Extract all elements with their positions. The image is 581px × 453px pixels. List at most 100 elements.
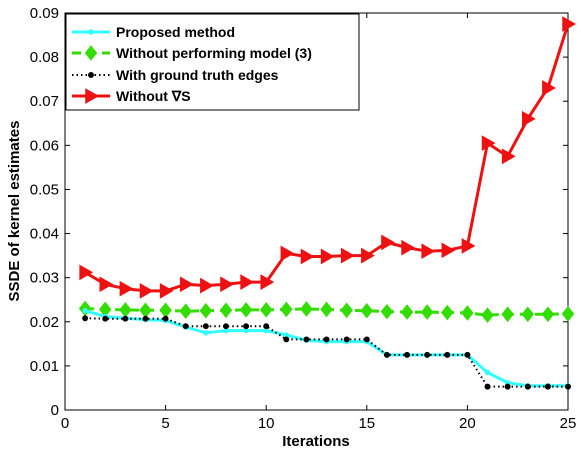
data-point — [102, 315, 109, 322]
y-tick-label: 0.01 — [30, 358, 59, 375]
x-tick-label: 25 — [560, 415, 577, 432]
x-tick-label: 0 — [61, 415, 69, 432]
data-point-triangle — [481, 135, 496, 151]
data-point-diamond — [360, 302, 374, 319]
data-point-triangle — [522, 111, 536, 127]
legend-box — [65, 13, 360, 111]
data-point-diamond — [461, 305, 474, 321]
data-point — [122, 315, 129, 322]
data-point-diamond — [179, 303, 192, 319]
legend-label-3: Without ∇S — [116, 88, 191, 104]
data-point-triangle — [320, 248, 335, 265]
data-point — [464, 351, 471, 358]
data-point — [82, 315, 89, 322]
data-point-triangle — [240, 274, 255, 290]
data-point-triangle — [340, 247, 355, 264]
data-point-triangle — [280, 245, 295, 262]
data-point-triangle — [159, 283, 174, 299]
data-point-triangle — [139, 283, 154, 299]
legend-label-2: With ground truth edges — [116, 67, 279, 83]
data-point-diamond — [501, 306, 514, 323]
data-point-triangle — [381, 234, 395, 251]
data-point — [524, 383, 531, 390]
data-point-diamond — [300, 301, 313, 317]
series-3 — [79, 16, 577, 299]
data-point-triangle — [119, 280, 134, 297]
legend-label-1: Without performing model (3) — [116, 45, 312, 61]
data-point — [202, 323, 209, 330]
data-point — [162, 315, 169, 322]
data-point-diamond — [400, 304, 414, 320]
data-point-triangle — [421, 243, 436, 260]
data-point — [263, 323, 270, 330]
data-point-triangle — [260, 274, 275, 290]
data-point-diamond — [521, 306, 535, 323]
y-tick-label: 0.02 — [30, 314, 59, 331]
y-axis-label: SSDE of kernel estimates — [6, 121, 23, 302]
y-tick-label: 0.04 — [30, 226, 59, 243]
data-point-triangle — [461, 238, 476, 254]
data-point-diamond — [259, 302, 273, 318]
y-tick-label: 0.05 — [30, 181, 59, 198]
data-point-triangle — [99, 276, 114, 293]
data-point — [88, 72, 94, 78]
data-point-diamond — [420, 304, 434, 320]
axis-ticks — [64, 12, 569, 411]
legend-label-0: Proposed method — [116, 24, 235, 40]
data-point-triangle — [542, 80, 556, 96]
data-point — [363, 336, 370, 343]
data-point-triangle — [179, 276, 194, 293]
y-tick-label: 0.08 — [30, 49, 59, 66]
tick-labels: 0 5 10 15 20 25 0 0.01 0.02 0.03 0.04 0.05 0.06 0.07 0… — [30, 5, 577, 432]
data-point-diamond — [84, 45, 98, 61]
data-point-triangle — [220, 276, 234, 293]
data-point-diamond — [239, 302, 253, 318]
data-point-triangle — [361, 247, 375, 264]
x-tick-label: 10 — [258, 415, 275, 432]
data-point-diamond — [481, 307, 494, 323]
data-point — [182, 323, 189, 330]
data-point-diamond — [441, 304, 454, 321]
data-point-triangle — [300, 248, 315, 265]
x-axis-label: Iterations — [282, 433, 350, 450]
data-point-triangle — [401, 239, 416, 256]
data-point — [383, 351, 390, 358]
data-point — [203, 330, 209, 336]
data-point — [82, 308, 88, 314]
data-point-diamond — [380, 303, 394, 320]
data-point — [444, 351, 451, 358]
data-point-diamond — [280, 301, 293, 318]
data-point — [243, 323, 250, 330]
data-point — [88, 29, 94, 35]
data-point — [343, 336, 350, 343]
data-point — [484, 383, 491, 390]
data-point — [504, 383, 511, 390]
data-point — [404, 351, 411, 358]
data-point — [484, 369, 491, 376]
x-tick-label: 15 — [358, 415, 375, 432]
data-point-triangle — [562, 16, 577, 32]
data-point-diamond — [219, 302, 233, 319]
data-point-diamond — [320, 301, 333, 318]
data-point-diamond — [199, 302, 213, 319]
x-tick-label: 20 — [459, 415, 476, 432]
data-point — [303, 336, 310, 343]
y-tick-label: 0.06 — [30, 137, 59, 154]
y-tick-label: 0.03 — [30, 270, 59, 287]
data-point-diamond — [340, 302, 353, 319]
data-point — [424, 351, 431, 358]
y-tick-label: 0.07 — [30, 93, 59, 110]
y-tick-label: 0.09 — [30, 5, 59, 22]
data-point-triangle — [441, 242, 456, 259]
data-point-triangle — [200, 277, 214, 294]
x-tick-label: 5 — [161, 415, 169, 432]
series-2 — [82, 315, 571, 390]
data-point-triangle — [501, 148, 516, 165]
data-point-triangle — [79, 264, 94, 281]
data-point — [283, 336, 290, 343]
data-point-diamond — [561, 306, 575, 322]
data-point — [222, 323, 229, 330]
data-point — [142, 315, 149, 322]
y-tick-label: 0 — [51, 402, 59, 419]
